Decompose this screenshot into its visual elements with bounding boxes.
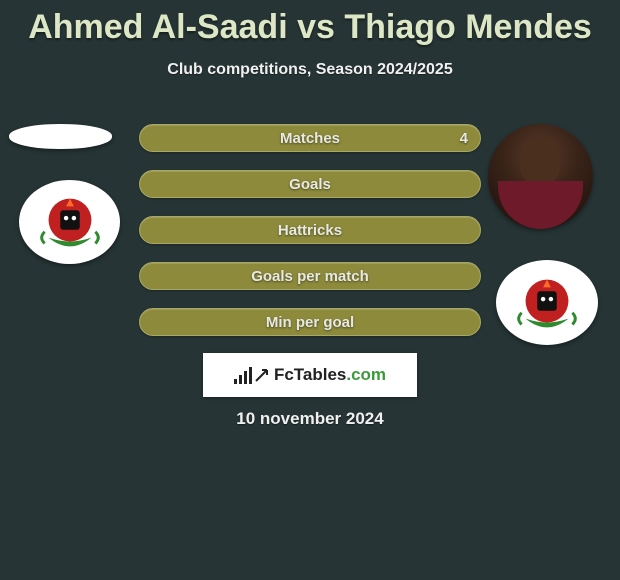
stats-container: Matches 4 Goals Hattricks Goals per matc…	[139, 124, 481, 354]
club-emblem-icon	[31, 186, 109, 258]
stat-label: Min per goal	[266, 314, 354, 331]
stat-row: Hattricks	[139, 216, 481, 244]
stat-label: Goals	[289, 176, 331, 193]
brand-logo: FcTables.com	[234, 365, 386, 385]
stat-row: Goals	[139, 170, 481, 198]
player2-club-badge	[496, 260, 598, 345]
stat-row: Goals per match	[139, 262, 481, 290]
arrow-up-icon	[254, 367, 270, 383]
stat-row: Min per goal	[139, 308, 481, 336]
date-line: 10 november 2024	[0, 409, 620, 429]
brand-bars-icon	[234, 366, 252, 384]
brand-text: FcTables.com	[274, 365, 386, 385]
club-emblem-icon	[508, 267, 586, 339]
brand-box: FcTables.com	[203, 353, 417, 397]
page-title: Ahmed Al-Saadi vs Thiago Mendes	[0, 0, 620, 47]
subtitle: Club competitions, Season 2024/2025	[0, 61, 620, 79]
player1-club-badge	[19, 180, 120, 264]
stat-right-value: 4	[460, 130, 468, 147]
stat-row: Matches 4	[139, 124, 481, 152]
stat-label: Matches	[280, 130, 340, 147]
player2-avatar	[488, 124, 593, 229]
stat-label: Goals per match	[251, 268, 369, 285]
stat-label: Hattricks	[278, 222, 342, 239]
player1-avatar	[9, 124, 112, 149]
